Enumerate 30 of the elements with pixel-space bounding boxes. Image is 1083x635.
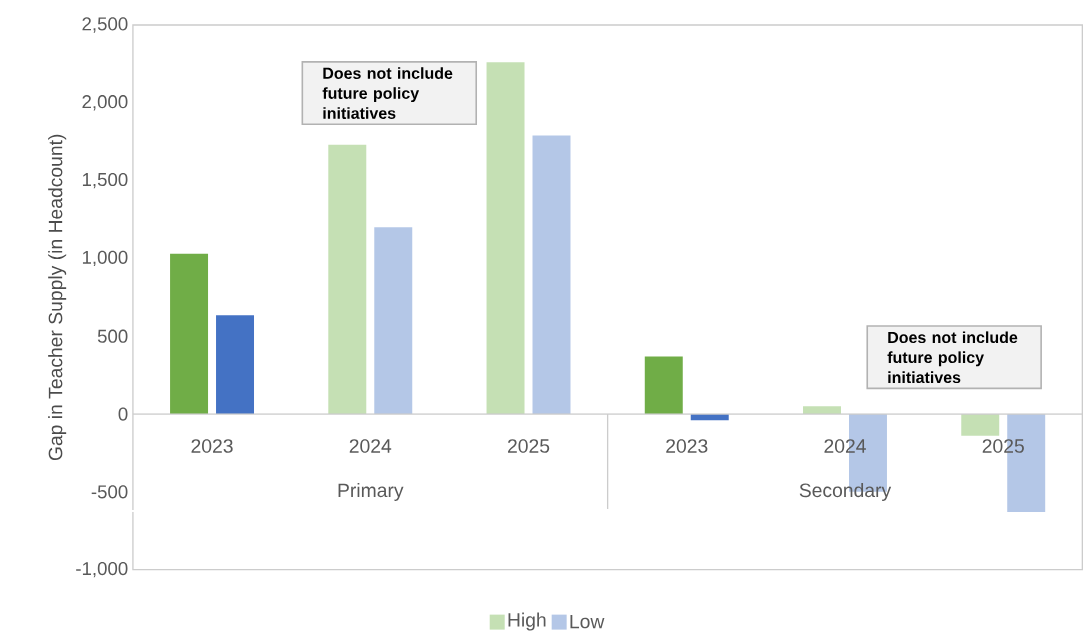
bar: [216, 315, 255, 415]
bar: [170, 253, 209, 415]
y-tick-label: 2,000: [82, 95, 128, 111]
bar: [374, 227, 413, 415]
y-tick-label: 1,500: [82, 173, 128, 189]
annotation: Does not include future policy initiatives: [322, 67, 453, 120]
bar: [644, 356, 683, 415]
legend-label: High: [508, 612, 546, 631]
x-tick-label: 2023: [191, 439, 233, 454]
y-tick-label: 2,500: [82, 17, 128, 33]
annotation: Primary: [338, 483, 404, 502]
legend-label: Low: [570, 615, 605, 629]
x-tick-label: 2023: [666, 439, 708, 454]
bar: [961, 414, 1000, 436]
y-tick-label: -500: [91, 485, 128, 499]
x-tick-label: 2025: [982, 439, 1024, 454]
y-tick-label: 500: [97, 329, 128, 344]
x-tick-label: 2025: [508, 439, 550, 454]
y-tick-label: -1,000: [76, 562, 128, 578]
x-tick-label: 2024: [824, 439, 866, 454]
bar: [328, 144, 367, 415]
bar: [532, 135, 571, 415]
y-axis-title: Gap in Teacher Supply (in Headcount): [48, 134, 67, 461]
annotation: Does not include future policy initiatives: [887, 331, 1018, 384]
y-tick-label: 1,000: [82, 250, 128, 267]
bar: [803, 406, 841, 415]
annotation: Secondary: [799, 483, 892, 502]
x-tick-label: 2024: [349, 439, 392, 454]
y-tick-label: 0: [118, 407, 128, 421]
bar: [486, 62, 525, 415]
